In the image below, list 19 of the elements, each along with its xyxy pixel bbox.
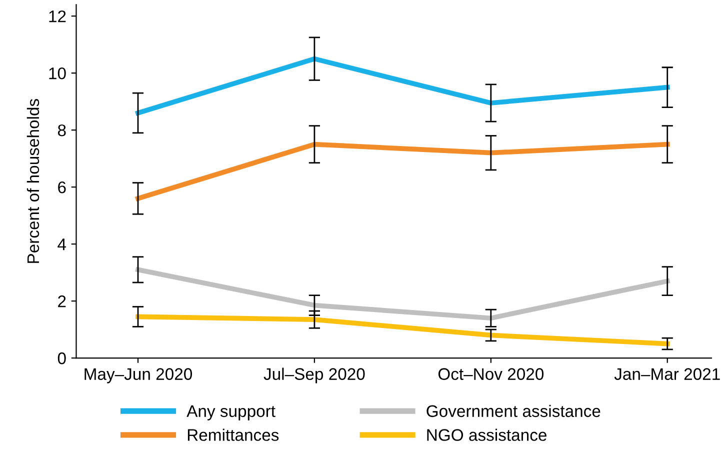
legend-label: Any support [186,405,276,420]
line-series [136,314,670,346]
y-tick-label: 2 [58,295,66,308]
y-tick-label: 0 [58,352,66,364]
x-tick-label: Oct–Nov 2020 [438,368,544,380]
y-tick-label: 8 [58,124,66,136]
y-tick-label: 12 [49,10,66,22]
y-axis-title: Percent of households [26,99,40,263]
legend-label: Government assistance [426,404,600,418]
y-tick-label: 6 [58,181,66,194]
y-tick-label: 4 [58,238,66,250]
line-series [136,267,670,321]
legend-label: NGO assistance [427,428,546,441]
x-tick-label: Jan–Mar 2021 [614,368,720,380]
line-series [136,56,670,116]
legend-label: Remittances [188,428,279,441]
x-tick-label: Jul–Sep 2020 [264,368,365,384]
x-tick-label: May–Jun 2020 [84,368,192,384]
y-tick-label: 10 [49,67,66,80]
